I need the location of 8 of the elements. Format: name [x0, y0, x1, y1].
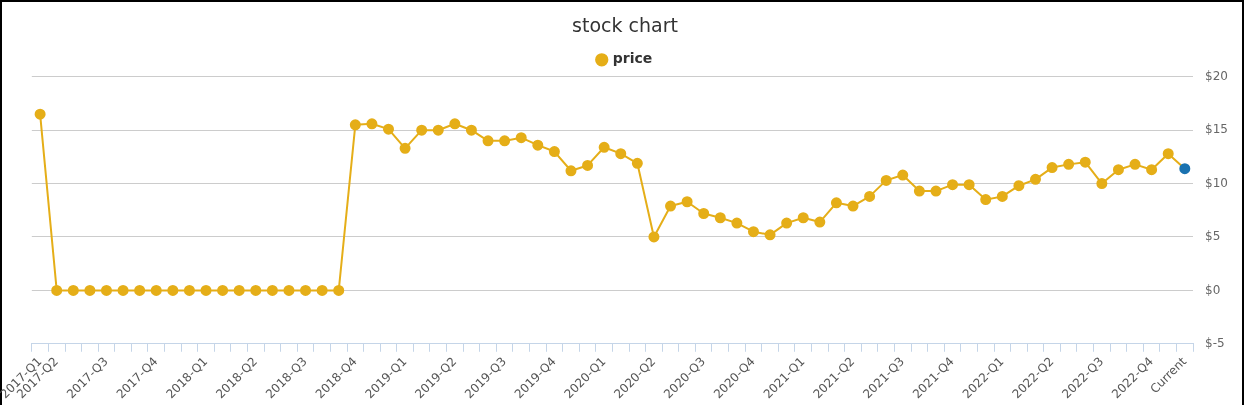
legend-label: price: [612, 50, 653, 67]
y-tick-label: $0: [1205, 282, 1221, 297]
y-tick-label: $20: [1205, 68, 1228, 83]
chart-title: stock chart: [572, 14, 678, 37]
y-tick-label: $5: [1205, 229, 1221, 244]
y-tick-label: $15: [1205, 122, 1228, 137]
y-tick-label: $-5: [1205, 335, 1225, 350]
y-tick-label: $10: [1205, 175, 1228, 190]
